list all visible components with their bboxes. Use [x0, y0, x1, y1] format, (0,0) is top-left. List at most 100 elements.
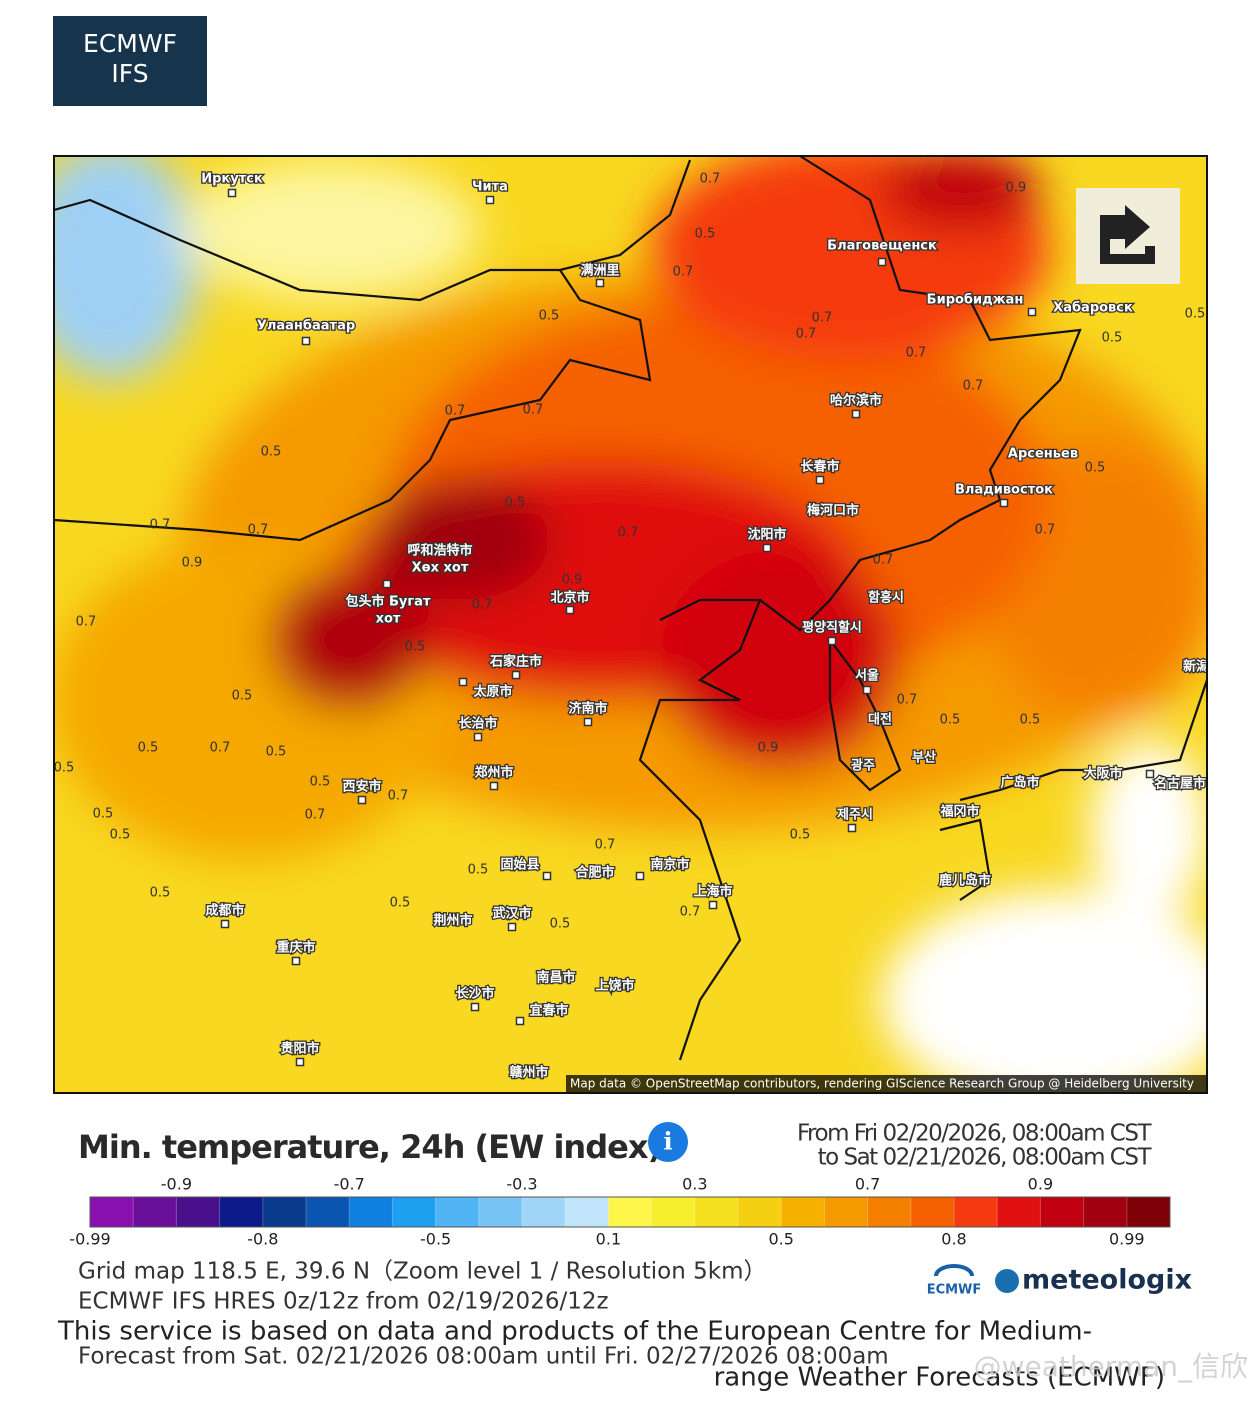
city-label: 서울: [855, 668, 879, 684]
contour-label: 0.5: [138, 741, 159, 756]
contour-label: 0.5: [505, 496, 526, 511]
contour-label: 0.7: [680, 905, 701, 920]
colorbar-label: 0.99: [1109, 1230, 1145, 1249]
contour-label: 0.5: [468, 863, 489, 878]
contour-label: 0.7: [210, 741, 231, 756]
service-note: range Weather Forecasts (ECMWF): [714, 1363, 1165, 1393]
city-label: Чита: [472, 180, 508, 195]
city-marker: [1145, 769, 1155, 779]
city-marker: [489, 781, 499, 791]
city-marker: [827, 636, 837, 646]
city-marker: [762, 543, 772, 553]
colorbar-swatch: [176, 1197, 221, 1227]
colorbar-swatch: [781, 1197, 825, 1227]
colorbar-swatch: [565, 1197, 609, 1227]
contour-label: 0.7: [812, 311, 833, 326]
city-label: 长沙市: [455, 986, 494, 1002]
colorbar-swatch: [435, 1197, 480, 1227]
map: Map data © OpenStreetMap contributors, r…: [54, 156, 1209, 1093]
info-icon[interactable]: [648, 1122, 688, 1162]
colorbar-swatch: [392, 1197, 437, 1227]
model-info: ECMWF IFS HRES 0z/12z from 02/19/2026/12…: [78, 1289, 609, 1315]
city-marker: [565, 605, 575, 615]
contour-label: 0.9: [758, 741, 779, 756]
city-label: 呼和浩特市: [407, 543, 472, 559]
colorbar-label: 0.3: [682, 1175, 707, 1194]
city-label: Хөх хот: [412, 561, 469, 576]
contour-label: 0.7: [796, 327, 817, 342]
colorbar-swatch: [694, 1197, 739, 1227]
city-marker: [815, 475, 825, 485]
contour-label: 0.7: [150, 518, 171, 533]
legend-title: Min. temperature, 24h (EW index): [78, 1128, 661, 1166]
city-label: 重庆市: [276, 940, 315, 956]
contour-label: 0.5: [790, 828, 811, 843]
city-label: Хабаровск: [1053, 301, 1133, 316]
city-label: 合肥市: [575, 865, 614, 881]
colorbar-swatch: [219, 1197, 264, 1227]
contour-label: 0.7: [1035, 523, 1056, 538]
city-marker: [227, 188, 237, 198]
city-marker: [542, 871, 552, 881]
contour-label: 0.7: [963, 379, 984, 394]
contour-label: 0.5: [1020, 713, 1041, 728]
contour-label: 0.5: [232, 689, 253, 704]
city-label: 太原市: [472, 684, 512, 700]
contour-label: 0.7: [673, 265, 694, 280]
city-label: 满洲里: [580, 263, 619, 279]
contour-label: 0.5: [110, 828, 131, 843]
city-label: 长春市: [800, 459, 839, 475]
city-label: 长治市: [458, 716, 497, 732]
city-marker: [877, 257, 887, 267]
city-marker: [357, 795, 367, 805]
city-marker: [847, 823, 857, 833]
city-label: 梅河口市: [807, 503, 859, 519]
city-label: 北京市: [550, 590, 589, 606]
city-label: 贵阳市: [280, 1041, 319, 1057]
city-marker: [301, 336, 311, 346]
colorbar-swatch: [954, 1197, 998, 1227]
contour-label: 0.7: [305, 808, 326, 823]
contour-label: 0.7: [76, 615, 97, 630]
city-label: 新潟: [1183, 659, 1209, 675]
grid-info: Grid map 118.5 E, 39.6 N（Zoom level 1 / …: [78, 1259, 767, 1285]
colorbar-swatch: [997, 1197, 1041, 1227]
city-label: 광주: [851, 759, 875, 774]
contour-label: 0.7: [595, 838, 616, 853]
colorbar-label: -0.3: [506, 1175, 537, 1194]
svg-text:i: i: [663, 1127, 672, 1156]
logo-text: IFS: [111, 59, 148, 88]
city-marker: [708, 900, 718, 910]
contour-label: 0.5: [1102, 331, 1123, 346]
watermark: @weatherman_信欣: [974, 1350, 1248, 1383]
city-label: 福冈市: [939, 804, 979, 820]
contour-label: 0.5: [405, 640, 426, 655]
contour-label: 0.7: [618, 526, 639, 541]
city-marker: [295, 1057, 305, 1067]
contour-label: 0.5: [93, 807, 114, 822]
city-label: 沈阳市: [747, 527, 786, 543]
colorbar-swatch: [608, 1197, 653, 1227]
city-marker: [595, 278, 605, 288]
city-label: 함흥시: [868, 590, 904, 606]
city-label: Арсеньев: [1008, 447, 1078, 462]
logo: [53, 16, 207, 106]
forecast-info: Forecast from Sat. 02/21/2026 08:00am un…: [78, 1344, 889, 1370]
colorbar-label: 0.5: [768, 1230, 793, 1249]
city-label: Благовещенск: [827, 239, 937, 254]
city-marker: [507, 922, 517, 932]
colorbar-label: -0.8: [247, 1230, 278, 1249]
city-marker: [220, 919, 230, 929]
contour-label: 0.5: [1085, 461, 1106, 476]
contour-label: 0.5: [54, 761, 75, 776]
contour-label: 0.5: [550, 917, 571, 932]
city-label: Владивосток: [955, 483, 1053, 498]
city-marker: [515, 1016, 525, 1026]
colorbar-label: 0.7: [855, 1175, 880, 1194]
contour-label: 0.5: [150, 886, 171, 901]
colorbar-swatch: [1083, 1197, 1128, 1227]
city-label: 成都市: [205, 903, 244, 919]
city-label: 평양직할시: [802, 620, 862, 636]
attribution: Map data © OpenStreetMap contributors, r…: [570, 1077, 1194, 1091]
colorbar-swatch: [867, 1197, 912, 1227]
